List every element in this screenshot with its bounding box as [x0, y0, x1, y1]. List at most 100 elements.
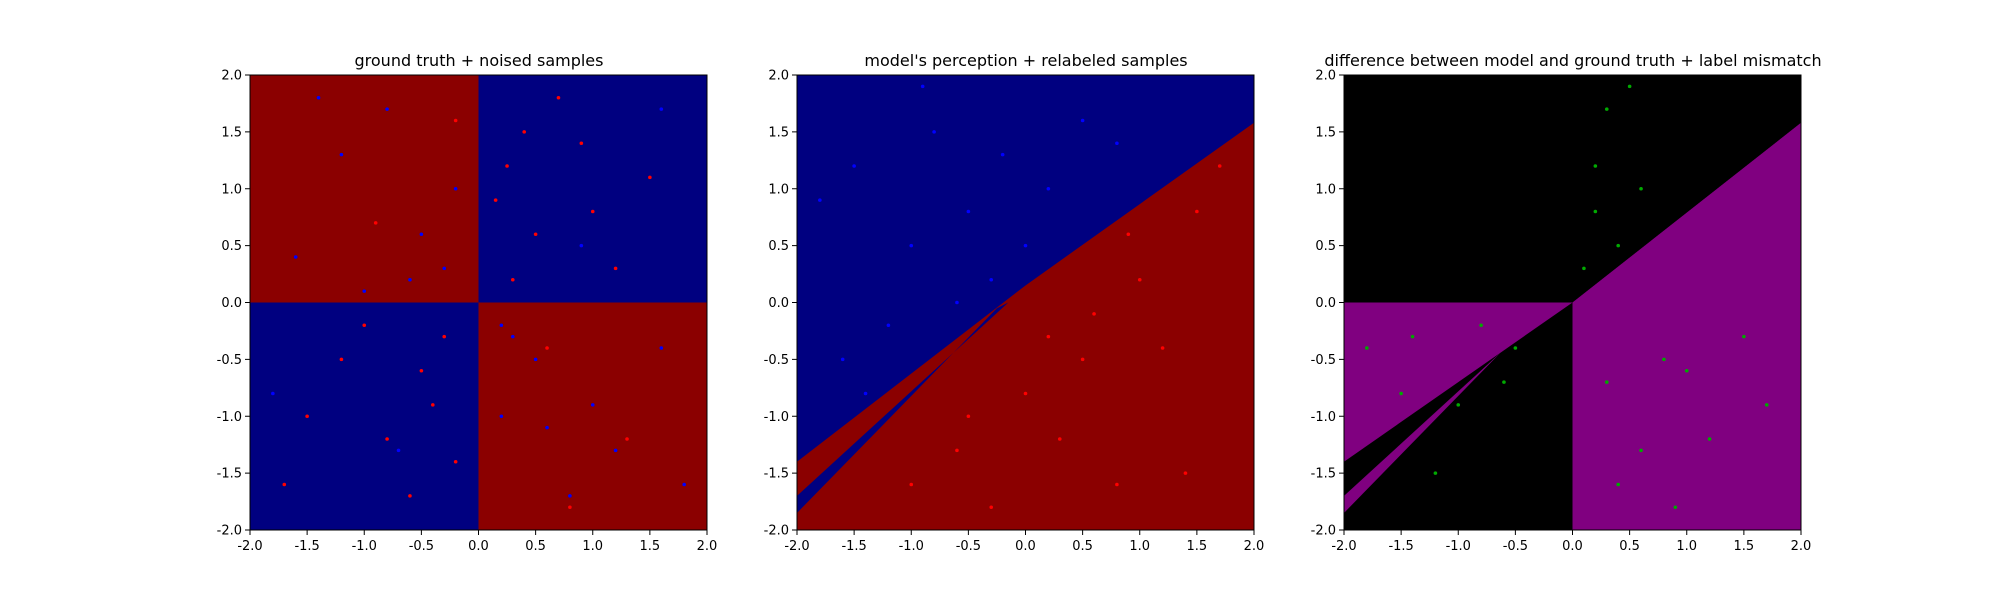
- red-point: [1126, 232, 1131, 237]
- x-tick-label: -2.0: [784, 539, 809, 554]
- blue-point: [408, 277, 412, 282]
- red-point: [408, 494, 412, 498]
- red-point: [909, 482, 914, 487]
- red-point: [613, 266, 618, 271]
- y-tick-label: -1.0: [764, 410, 789, 425]
- blue-point: [1046, 186, 1051, 191]
- red-point: [955, 448, 959, 453]
- green-point: [1764, 403, 1769, 407]
- green-point: [1673, 505, 1678, 510]
- y-tick-label: 0.0: [768, 296, 789, 311]
- x-tick-label: 0.0: [468, 539, 489, 554]
- red-point: [431, 403, 435, 407]
- x-tick-label: -1.0: [352, 539, 377, 554]
- region-mismatch-right-wedge: [1572, 122, 1801, 303]
- blue-point: [316, 95, 321, 100]
- x-tick-label: 1.5: [1187, 539, 1208, 554]
- blue-point: [271, 391, 275, 396]
- x-tick-label: -1.5: [841, 539, 866, 554]
- x-tick-label: 2.0: [697, 539, 718, 554]
- plot-panel-ground-truth: ground truth + noised samples -2.0 -1.5 -1…: [217, 51, 718, 554]
- green-point: [1616, 482, 1620, 487]
- y-tick-label: 2.0: [1315, 69, 1336, 84]
- red-point: [1046, 334, 1051, 339]
- x-tick-label: 1.5: [1734, 539, 1755, 554]
- red-point: [442, 334, 447, 339]
- region-top-right: [478, 75, 707, 303]
- blue-point: [579, 243, 584, 248]
- x-tick-label: -0.5: [409, 539, 434, 554]
- y-tick-label: 0.0: [1315, 296, 1336, 311]
- green-point: [1456, 403, 1461, 407]
- blue-point: [1023, 243, 1028, 248]
- red-point: [579, 141, 584, 146]
- red-point: [966, 414, 971, 419]
- green-point: [1593, 164, 1598, 168]
- blue-point: [339, 152, 344, 157]
- green-point: [1502, 380, 1506, 384]
- red-point: [505, 164, 509, 168]
- blue-point: [966, 209, 971, 214]
- blue-point: [863, 391, 868, 396]
- blue-point: [453, 186, 458, 191]
- red-point: [522, 130, 526, 134]
- y-tick-label: 1.0: [221, 182, 242, 197]
- green-point: [1707, 437, 1712, 441]
- blue-point: [545, 425, 549, 430]
- blue-point: [909, 243, 914, 248]
- red-point: [625, 437, 629, 441]
- x-tick-label: 2.0: [1244, 539, 1265, 554]
- y-tick-label: -2.0: [217, 524, 242, 539]
- red-point: [305, 414, 309, 419]
- red-point: [568, 505, 572, 510]
- green-point: [1639, 186, 1643, 191]
- region-top-left: [250, 75, 479, 303]
- blue-point: [840, 357, 845, 362]
- red-point: [1057, 437, 1062, 441]
- y-tick-label: -1.5: [217, 467, 242, 482]
- blue-point: [886, 323, 891, 328]
- red-point: [533, 232, 538, 237]
- plot-title: ground truth + noised samples: [355, 51, 604, 70]
- blue-point: [590, 403, 595, 407]
- blue-point: [442, 266, 447, 271]
- red-point: [373, 221, 378, 225]
- plot-title: difference between model and ground trut…: [1324, 51, 1821, 70]
- red-point: [453, 459, 458, 464]
- green-point: [1639, 448, 1643, 453]
- red-point: [1183, 471, 1188, 475]
- red-point: [1195, 209, 1199, 214]
- blue-point: [499, 323, 504, 328]
- y-tick-label: -0.5: [1311, 353, 1336, 368]
- y-tick-label: 2.0: [768, 69, 789, 84]
- red-point: [648, 175, 652, 180]
- red-point: [493, 198, 498, 202]
- x-tick-label: 1.5: [640, 539, 661, 554]
- blue-point: [955, 300, 959, 305]
- y-tick-label: -0.5: [764, 353, 789, 368]
- y-tick-label: 0.5: [1315, 239, 1336, 254]
- y-tick-label: -2.0: [1311, 524, 1336, 539]
- blue-point: [533, 357, 538, 362]
- green-point: [1479, 323, 1483, 328]
- blue-point: [385, 107, 389, 111]
- red-point: [282, 482, 287, 487]
- blue-point: [1000, 152, 1005, 157]
- y-tick-label: 1.5: [1315, 125, 1336, 140]
- x-tick-label: 0.5: [525, 539, 546, 554]
- red-point: [1137, 277, 1142, 282]
- region-match-top-right: [1572, 75, 1801, 303]
- x-tick-label: 0.0: [1562, 539, 1583, 554]
- plot-background: [250, 75, 707, 530]
- green-point: [1604, 380, 1609, 384]
- green-point: [1627, 84, 1632, 89]
- green-point: [1365, 346, 1369, 350]
- green-point: [1582, 266, 1586, 271]
- blue-point: [682, 482, 686, 487]
- blue-point: [932, 130, 936, 134]
- x-tick-label: -2.0: [1331, 539, 1356, 554]
- blue-point: [818, 198, 822, 202]
- x-tick-label: -1.5: [294, 539, 319, 554]
- green-point: [1604, 107, 1609, 111]
